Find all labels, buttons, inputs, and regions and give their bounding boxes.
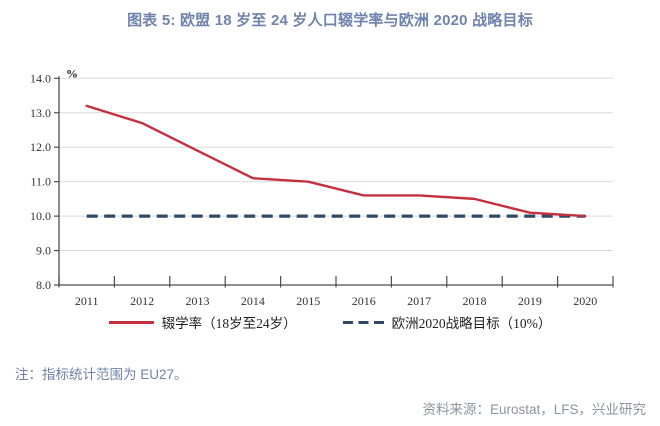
y-tick-label: 14.0 xyxy=(30,71,51,85)
y-tick-label: 8.0 xyxy=(36,278,51,292)
legend-item-target: 欧洲2020战略目标（10%） xyxy=(342,312,552,332)
y-tick-label: 12.0 xyxy=(30,140,51,154)
dropout-rate-line-sample xyxy=(108,320,154,324)
legend: 辍学率（18岁至24岁） 欧洲2020战略目标（10%） xyxy=(0,312,660,332)
x-tick-label: 2020 xyxy=(573,294,597,308)
y-tick-label: 13.0 xyxy=(30,106,51,120)
x-tick-label: 2019 xyxy=(518,294,542,308)
legend-target-label: 欧洲2020战略目标（10%） xyxy=(391,316,552,331)
x-tick-label: 2011 xyxy=(75,294,99,308)
dropout-rate-line xyxy=(85,104,587,218)
y-tick-label: 10.0 xyxy=(30,209,51,223)
chart-svg: 8.0 9.0 10.0 11.0 12.0 13.0 14.0 2011 2012 2013 20… xyxy=(30,66,614,308)
x-tick-label: 2017 xyxy=(407,294,431,308)
x-tick-label: 2015 xyxy=(296,294,320,308)
legend-dropout-rate-label: 辍学率（18岁至24岁） xyxy=(161,316,297,331)
axes: 8.0 9.0 10.0 11.0 12.0 13.0 14.0 2011 2012 2013 20… xyxy=(30,71,614,308)
data-source: 资料来源：Eurostat，LFS，兴业研究 xyxy=(422,402,646,417)
y-axis-unit-label: % xyxy=(66,66,78,80)
series-lines xyxy=(85,104,587,218)
x-tick-label: 2018 xyxy=(463,294,487,308)
x-tick-label: 2014 xyxy=(241,294,265,308)
gridlines xyxy=(59,77,613,252)
y-tick-label: 9.0 xyxy=(36,244,51,258)
y-tick-label: 11.0 xyxy=(30,175,51,189)
x-tick-label: 2013 xyxy=(186,294,210,308)
legend-item-dropout-rate: 辍学率（18岁至24岁） xyxy=(108,312,297,332)
target-line-sample xyxy=(342,320,384,324)
x-tick-label: 2016 xyxy=(352,294,376,308)
chart-title: 图表 5: 欧盟 18 岁至 24 岁人口辍学率与欧洲 2020 战略目标 xyxy=(127,12,533,29)
footnote: 注：指标统计范围为 EU27。 xyxy=(15,367,188,382)
x-tick-label: 2012 xyxy=(130,294,154,308)
